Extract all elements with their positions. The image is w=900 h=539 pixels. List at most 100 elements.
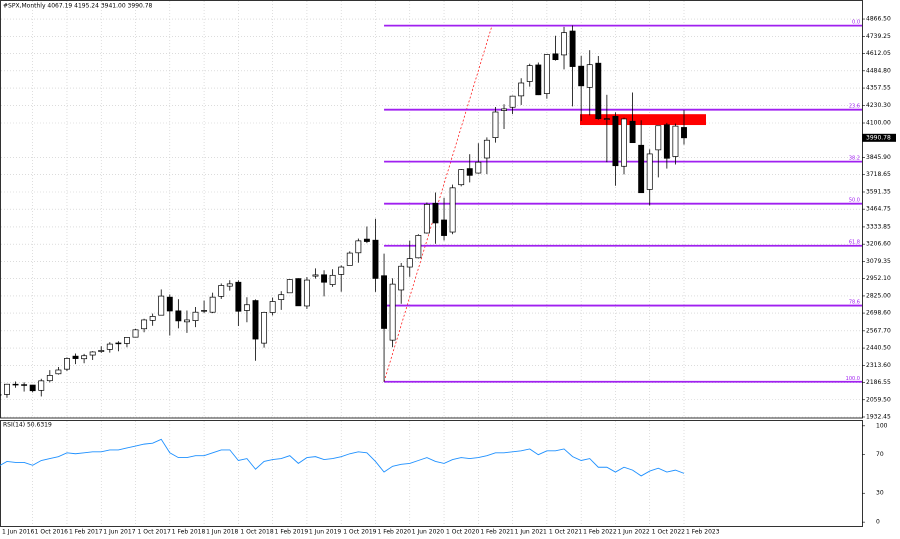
rsi-tick-label: 0 <box>876 519 880 526</box>
current-price-box <box>862 133 896 142</box>
candle-body <box>106 343 113 350</box>
candle-body <box>681 127 687 139</box>
y-tick-label: 4484.80 <box>866 67 891 74</box>
candle-body <box>81 355 88 360</box>
y-tick-label: 4357.55 <box>866 85 891 92</box>
candle-body <box>595 62 602 120</box>
candle-body <box>406 258 413 268</box>
candle-body <box>415 235 422 259</box>
candle-body <box>646 153 653 190</box>
candle-body <box>466 168 473 176</box>
fib-label: 61.8 <box>849 240 860 246</box>
candle-body <box>72 355 79 359</box>
y-tick-label: 2567.70 <box>866 327 891 334</box>
candle-body <box>89 351 96 356</box>
x-tick-label: 1 Oct 2021 <box>549 529 582 536</box>
y-tick-label: 3333.85 <box>866 223 891 230</box>
y-tick-label: 4612.05 <box>866 50 891 57</box>
y-tick-label: 3079.35 <box>866 258 891 265</box>
candle-body <box>578 65 585 87</box>
x-tick-label: 1 Jun 2018 <box>206 529 238 536</box>
x-tick-label: 1 Feb 2019 <box>275 529 309 536</box>
candle-body <box>278 294 285 300</box>
candle-body <box>218 285 225 297</box>
candle-body <box>329 274 336 285</box>
y-tick-label: 2698.60 <box>866 310 891 317</box>
x-tick-label: 1 Oct 2019 <box>343 529 376 536</box>
candle-body <box>483 139 490 159</box>
x-tick-label: 1 Jun 2016 <box>2 529 34 536</box>
candle-body <box>535 64 542 96</box>
candle-body <box>252 300 259 340</box>
y-tick-label: 3464.75 <box>866 206 891 213</box>
candle-body <box>132 329 139 338</box>
candle-body <box>655 125 662 151</box>
candle-body <box>543 54 550 94</box>
x-tick-label: 1 Feb 2022 <box>583 529 617 536</box>
candle-body <box>492 111 499 138</box>
y-tick-label: 4230.30 <box>866 102 891 109</box>
x-tick-label: 1 Oct 2017 <box>138 529 171 536</box>
candle-body <box>303 279 310 307</box>
candle-body <box>21 384 28 386</box>
candle-body <box>149 316 156 321</box>
candle-body <box>312 274 319 277</box>
y-tick-label: 2186.55 <box>866 379 891 386</box>
x-tick-label: 1 Oct 2020 <box>446 529 479 536</box>
candle-body <box>261 311 268 344</box>
candle-body <box>338 266 345 275</box>
candle-body <box>4 383 10 395</box>
candle-body <box>672 125 679 157</box>
resistance-zone <box>580 114 706 126</box>
x-tick-label: 1 Feb 2023 <box>686 529 720 536</box>
y-tick-label: 1932.45 <box>866 413 891 420</box>
x-tick-label: 1 Jun 2020 <box>412 529 444 536</box>
candle-body <box>526 65 533 82</box>
fib-label: 50.0 <box>849 198 860 204</box>
candle-body <box>638 144 645 194</box>
y-tick-label: 2313.60 <box>866 362 891 369</box>
fib-label: 78.6 <box>849 300 860 306</box>
candle-body <box>423 204 430 234</box>
current-price-label: 3990.78 <box>866 134 891 141</box>
candle-body <box>346 252 353 266</box>
y-tick-label: 4739.25 <box>866 33 891 40</box>
candle-body <box>46 375 53 382</box>
y-tick-label: 2059.50 <box>866 396 891 403</box>
x-tick-label: 1 Oct 2018 <box>240 529 273 536</box>
candle-body <box>458 169 465 186</box>
candle-body <box>432 202 439 224</box>
candle-body <box>158 295 165 316</box>
candle-body <box>295 278 302 307</box>
x-tick-label: 1 Oct 2016 <box>35 529 68 536</box>
chart-header: #SPX,Monthly 4067.19 4195.24 3941.00 399… <box>3 3 153 10</box>
candle-body <box>209 296 216 313</box>
candle-body <box>183 319 190 323</box>
fib-label: 100.0 <box>846 376 860 382</box>
candle-body <box>552 53 559 61</box>
candle-body <box>501 108 507 111</box>
candle-body <box>38 380 45 391</box>
candle-body <box>389 283 396 341</box>
rsi-label: RSI(14) 50.6319 <box>3 422 52 429</box>
x-tick-label: 1 Jun 2017 <box>103 529 135 536</box>
x-tick-label: 1 Feb 2017 <box>69 529 103 536</box>
x-tick-label: 1 Oct 2022 <box>652 529 685 536</box>
candle-body <box>123 337 130 344</box>
candle-body <box>201 310 208 312</box>
x-tick-label: 1 Jun 2019 <box>309 529 341 536</box>
candle-body <box>569 30 576 67</box>
candle-body <box>449 187 456 233</box>
y-tick-label: 2952.10 <box>866 275 891 282</box>
candle-body <box>98 350 105 352</box>
candle-body <box>141 319 148 330</box>
candle-body <box>441 219 447 236</box>
y-tick-label: 3718.65 <box>866 171 891 178</box>
candle-body <box>0 394 2 396</box>
candle-body <box>621 118 627 167</box>
y-tick-label: 4100.00 <box>866 120 891 127</box>
candle-body <box>115 342 122 345</box>
